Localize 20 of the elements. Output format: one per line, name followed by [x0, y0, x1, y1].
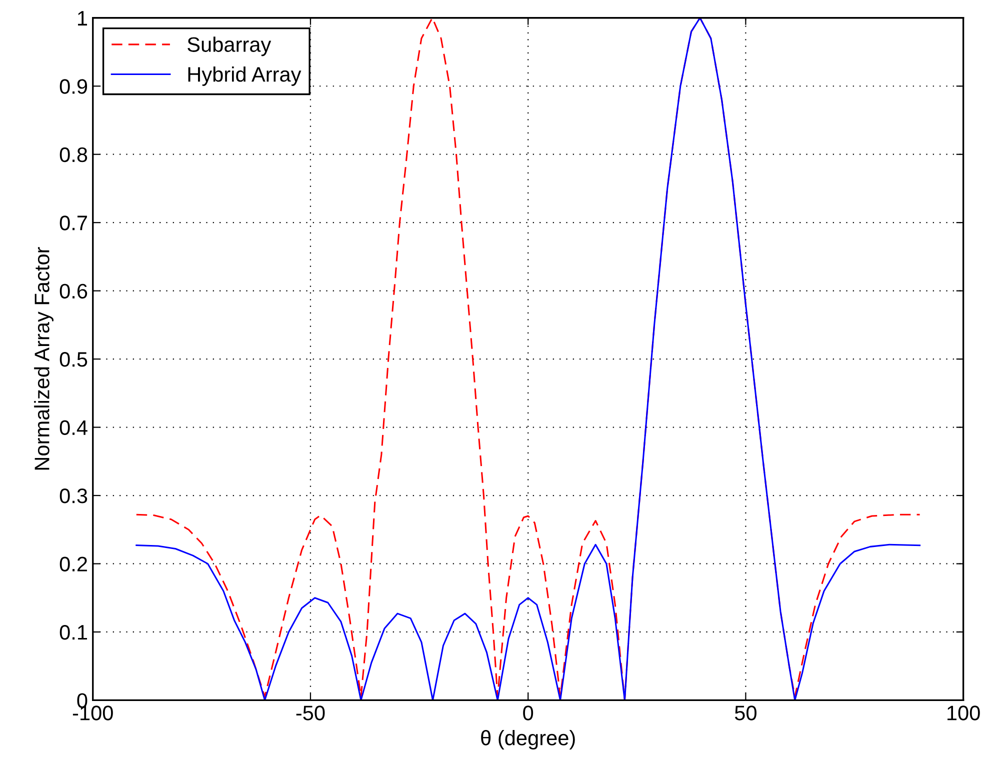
y-tick-label: 0.8 — [60, 147, 88, 162]
x-tick-label: 0 — [523, 706, 534, 720]
x-axis-title: θ (degree) — [481, 730, 575, 750]
y-tick-label: 0.7 — [60, 216, 87, 230]
y-tick-label: 0.3 — [60, 488, 88, 504]
y-tick-label: 1 — [78, 11, 87, 26]
y-tick-label: 0.6 — [60, 284, 88, 299]
x-tick-label: -100 — [72, 706, 113, 720]
y-axis-title: Normalized Array Factor — [34, 247, 54, 470]
y-tick-label: 0.2 — [60, 556, 87, 572]
x-tick-label: 100 — [948, 706, 980, 720]
legend-label: Subarray — [188, 36, 272, 56]
y-tick-label: 0.4 — [60, 420, 88, 436]
y-tick-label: 0.5 — [60, 352, 88, 367]
x-tick-label: -50 — [296, 706, 325, 720]
line-series — [136, 18, 921, 700]
y-tick-label: 0.1 — [60, 624, 87, 640]
x-tick-label: 50 — [734, 706, 756, 720]
y-tick-label: 0.9 — [60, 79, 88, 94]
legend-label: Hybrid Array — [188, 66, 302, 86]
